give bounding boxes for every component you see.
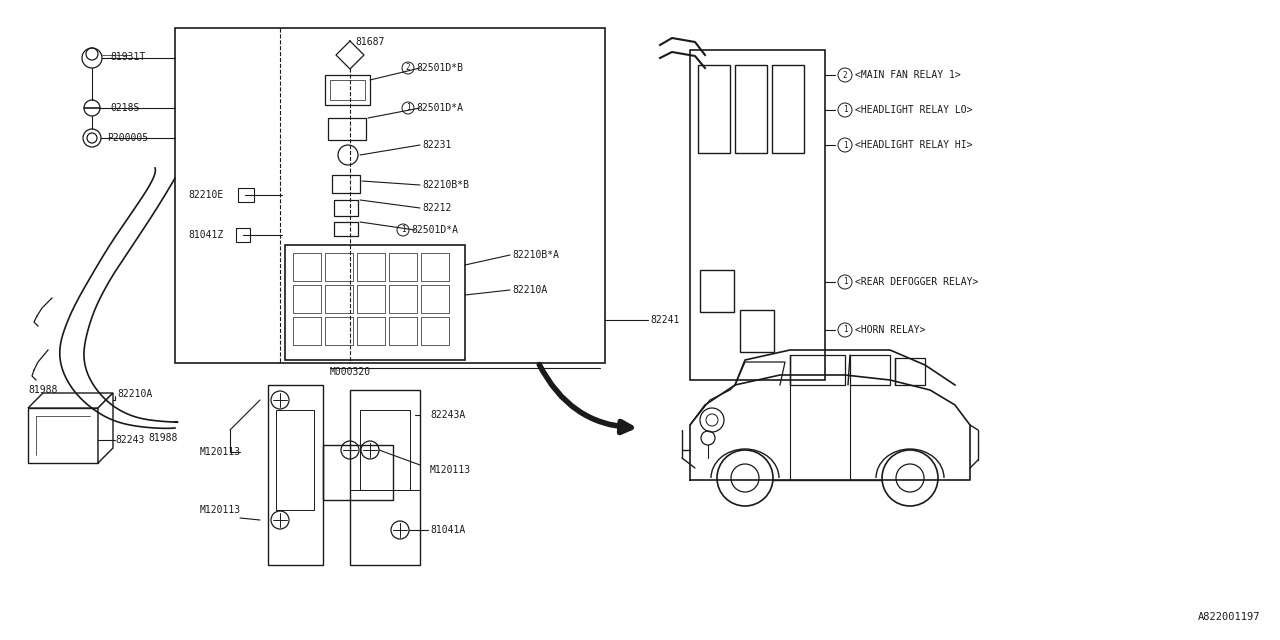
Text: 1: 1	[406, 104, 411, 113]
Text: 82241: 82241	[650, 315, 680, 325]
Text: <HEADLIGHT RELAY HI>: <HEADLIGHT RELAY HI>	[855, 140, 973, 150]
Text: P200005: P200005	[108, 133, 148, 143]
Bar	[293, 285, 321, 313]
Text: 82243: 82243	[115, 435, 145, 445]
Bar	[175, 28, 605, 363]
Text: 82212: 82212	[422, 203, 452, 213]
Text: 2: 2	[842, 70, 847, 79]
Bar	[360, 410, 410, 490]
Text: 82210B*B: 82210B*B	[422, 180, 468, 190]
Text: 1: 1	[842, 141, 847, 150]
Text: M120113: M120113	[200, 447, 241, 457]
Text: 81931T: 81931T	[110, 52, 145, 62]
Polygon shape	[99, 393, 113, 463]
Text: 82210A: 82210A	[116, 389, 152, 399]
Bar	[325, 317, 353, 345]
Text: M120113: M120113	[200, 505, 241, 515]
Text: 2: 2	[406, 63, 411, 72]
Bar	[421, 285, 449, 313]
Text: <HORN RELAY>: <HORN RELAY>	[855, 325, 925, 335]
Text: 0218S: 0218S	[110, 103, 140, 113]
Text: 1: 1	[401, 225, 406, 234]
Text: 82210B*A: 82210B*A	[512, 250, 559, 260]
Bar	[421, 253, 449, 281]
Bar	[421, 317, 449, 345]
Bar	[276, 410, 314, 510]
Bar	[238, 188, 253, 202]
Bar	[293, 253, 321, 281]
Bar	[323, 445, 393, 500]
Text: 1: 1	[842, 326, 847, 335]
Bar	[700, 270, 733, 312]
Bar	[28, 408, 99, 463]
Bar	[389, 317, 417, 345]
Bar	[334, 200, 358, 216]
Bar	[285, 245, 465, 360]
Bar	[690, 50, 826, 380]
Text: 82501D*A: 82501D*A	[411, 225, 458, 235]
Text: <MAIN FAN RELAY 1>: <MAIN FAN RELAY 1>	[855, 70, 961, 80]
Text: M000320: M000320	[330, 367, 371, 377]
Text: 82501D*A: 82501D*A	[416, 103, 463, 113]
Bar	[293, 317, 321, 345]
Bar	[357, 253, 385, 281]
Bar	[850, 355, 890, 385]
Text: 81988: 81988	[148, 433, 178, 443]
Bar	[895, 358, 925, 385]
Text: 81041Z: 81041Z	[188, 230, 223, 240]
Text: 1: 1	[842, 278, 847, 287]
Text: 81988: 81988	[28, 385, 58, 395]
Text: 82501D*B: 82501D*B	[416, 63, 463, 73]
Bar	[328, 118, 366, 140]
Bar	[325, 285, 353, 313]
Bar	[772, 65, 804, 153]
Polygon shape	[28, 393, 113, 408]
Text: 1: 1	[842, 106, 847, 115]
Bar	[357, 317, 385, 345]
Bar	[325, 253, 353, 281]
Bar	[735, 65, 767, 153]
Bar	[332, 175, 360, 193]
Text: 81041A: 81041A	[430, 525, 465, 535]
Text: 82243A: 82243A	[430, 410, 465, 420]
Text: 82231: 82231	[422, 140, 452, 150]
Text: <REAR DEFOGGER RELAY>: <REAR DEFOGGER RELAY>	[855, 277, 978, 287]
Text: 82210A: 82210A	[512, 285, 548, 295]
Text: <HEADLIGHT RELAY LO>: <HEADLIGHT RELAY LO>	[855, 105, 973, 115]
Bar	[330, 80, 365, 100]
Bar	[268, 385, 323, 565]
Text: A822001197: A822001197	[1198, 612, 1260, 622]
Bar	[698, 65, 730, 153]
Bar	[790, 355, 845, 385]
Bar	[325, 75, 370, 105]
Bar	[357, 285, 385, 313]
Bar	[389, 285, 417, 313]
Bar	[740, 310, 774, 352]
Bar	[236, 228, 250, 242]
Text: 81687: 81687	[355, 37, 384, 47]
Bar	[389, 253, 417, 281]
Bar	[349, 390, 420, 565]
Text: M120113: M120113	[430, 465, 471, 475]
Bar	[334, 222, 358, 236]
Text: 82210E: 82210E	[188, 190, 223, 200]
